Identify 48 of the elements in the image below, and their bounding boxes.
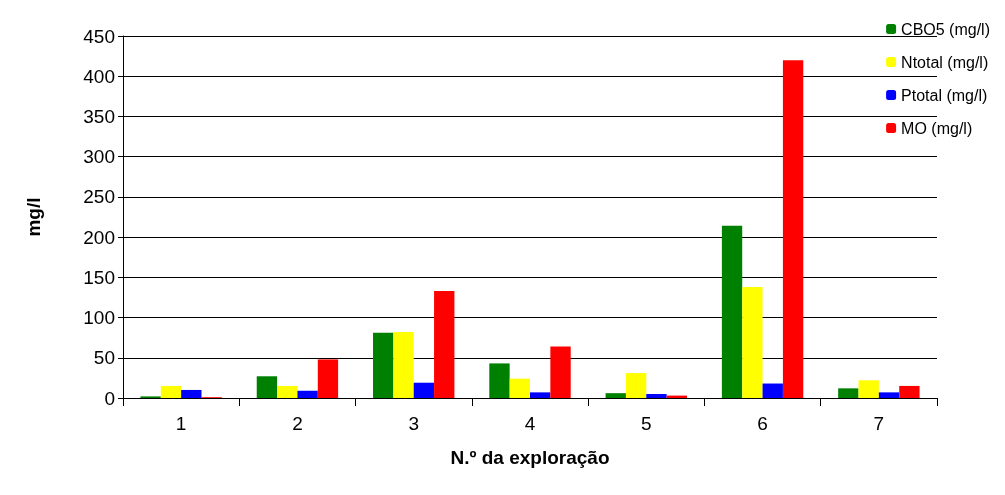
y-tick-label: 450 <box>83 25 115 47</box>
bar <box>838 388 859 398</box>
bar <box>434 291 455 398</box>
bar <box>181 389 202 398</box>
y-tick-label: 0 <box>104 387 115 409</box>
bar <box>160 385 182 398</box>
bar <box>550 346 571 398</box>
bar <box>277 385 298 398</box>
bar <box>878 392 900 398</box>
y-tick-label: 350 <box>83 105 115 127</box>
bar <box>742 286 763 398</box>
bar <box>782 60 804 398</box>
x-axis-title: N.º da exploração <box>450 447 610 468</box>
bar <box>393 332 414 398</box>
y-tick-label: 100 <box>83 307 115 329</box>
bar <box>899 385 920 398</box>
legend-label: Ntotal (mg/l) <box>901 53 989 71</box>
bar <box>762 383 783 398</box>
y-tick-label: 150 <box>83 266 115 288</box>
legend-label: CBO5 (mg/l) <box>901 20 991 38</box>
y-tick-label: 400 <box>83 65 115 87</box>
y-tick-label: 200 <box>83 226 115 248</box>
bar <box>509 378 530 398</box>
x-tick-label: 4 <box>524 413 536 434</box>
x-tick-label: 5 <box>641 413 652 434</box>
x-tick-label: 1 <box>175 413 187 434</box>
legend-label: MO (mg/l) <box>901 119 973 137</box>
bar <box>256 376 278 398</box>
bar <box>605 393 626 398</box>
bar <box>530 392 551 398</box>
bar <box>297 390 318 398</box>
bar <box>413 382 435 398</box>
x-tick-label: 2 <box>292 413 303 434</box>
y-tick-label: 300 <box>83 146 115 168</box>
y-axis-title: mg/l <box>23 197 44 237</box>
bar <box>317 359 339 398</box>
bar <box>373 332 394 398</box>
x-tick-label: 7 <box>873 413 885 434</box>
legend-label: Ptotal (mg/l) <box>901 86 988 104</box>
bar <box>858 380 879 398</box>
bar <box>721 225 743 398</box>
x-tick-label: 3 <box>408 413 419 434</box>
x-tick-label: 6 <box>757 413 768 434</box>
bar <box>646 393 667 398</box>
bar <box>625 373 647 398</box>
y-tick-label: 50 <box>93 347 115 369</box>
y-tick-label: 250 <box>83 186 115 208</box>
bar <box>489 363 510 398</box>
